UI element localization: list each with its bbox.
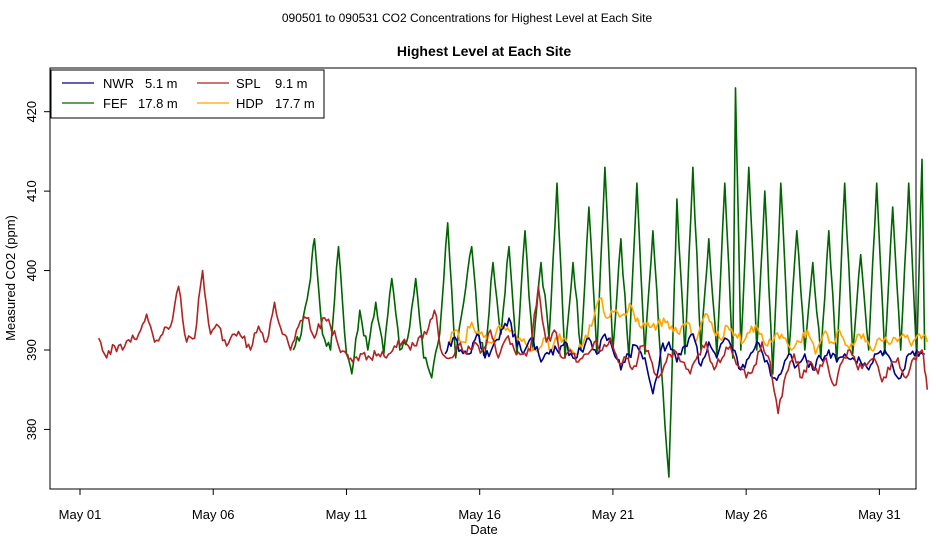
y-tick-label: 420	[24, 101, 39, 123]
legend-height-spl: 9.1 m	[275, 76, 308, 91]
legend: NWR 5.1 m FEF 17.8 m SPL 9.1 m HDP 17.7 …	[50, 69, 325, 119]
legend-height-nwr: 5.1 m	[145, 76, 178, 91]
page-title: 090501 to 090531 CO2 Concentrations for …	[282, 11, 653, 25]
y-axis-label: Measured CO2 (ppm)	[3, 215, 18, 341]
x-tick-label: May 11	[326, 507, 368, 522]
x-tick-label: May 01	[59, 507, 102, 522]
legend-box	[50, 69, 325, 119]
y-tick-label: 410	[24, 180, 39, 202]
legend-label-nwr: NWR	[103, 76, 134, 91]
x-tick-label: May 21	[592, 507, 635, 522]
y-tick-label: 400	[24, 260, 39, 282]
legend-height-hdp: 17.7 m	[275, 96, 315, 111]
series-line-nwr	[444, 317, 925, 395]
legend-height-fef: 17.8 m	[138, 96, 178, 111]
x-tick-label: May 26	[725, 507, 768, 522]
plot-frame	[49, 67, 917, 490]
x-tick-label: May 16	[458, 507, 501, 522]
x-tick-label: May 31	[858, 507, 901, 522]
series-line-fef	[292, 87, 926, 478]
legend-label-hdp: HDP	[236, 96, 263, 111]
y-tick-label: 380	[24, 419, 39, 441]
axes-layer: May 01 May 06 May 11 May 16 May 21 May 26 May …	[24, 101, 901, 522]
chart-title: Highest Level at Each Site	[397, 43, 571, 59]
x-tick-label: May 06	[192, 507, 235, 522]
series-layer	[97, 87, 929, 478]
series-line-spl	[97, 269, 929, 415]
y-tick-label: 390	[24, 339, 39, 361]
x-axis-label: Date	[470, 522, 497, 537]
legend-label-fef: FEF	[103, 96, 128, 111]
legend-label-spl: SPL	[236, 76, 261, 91]
